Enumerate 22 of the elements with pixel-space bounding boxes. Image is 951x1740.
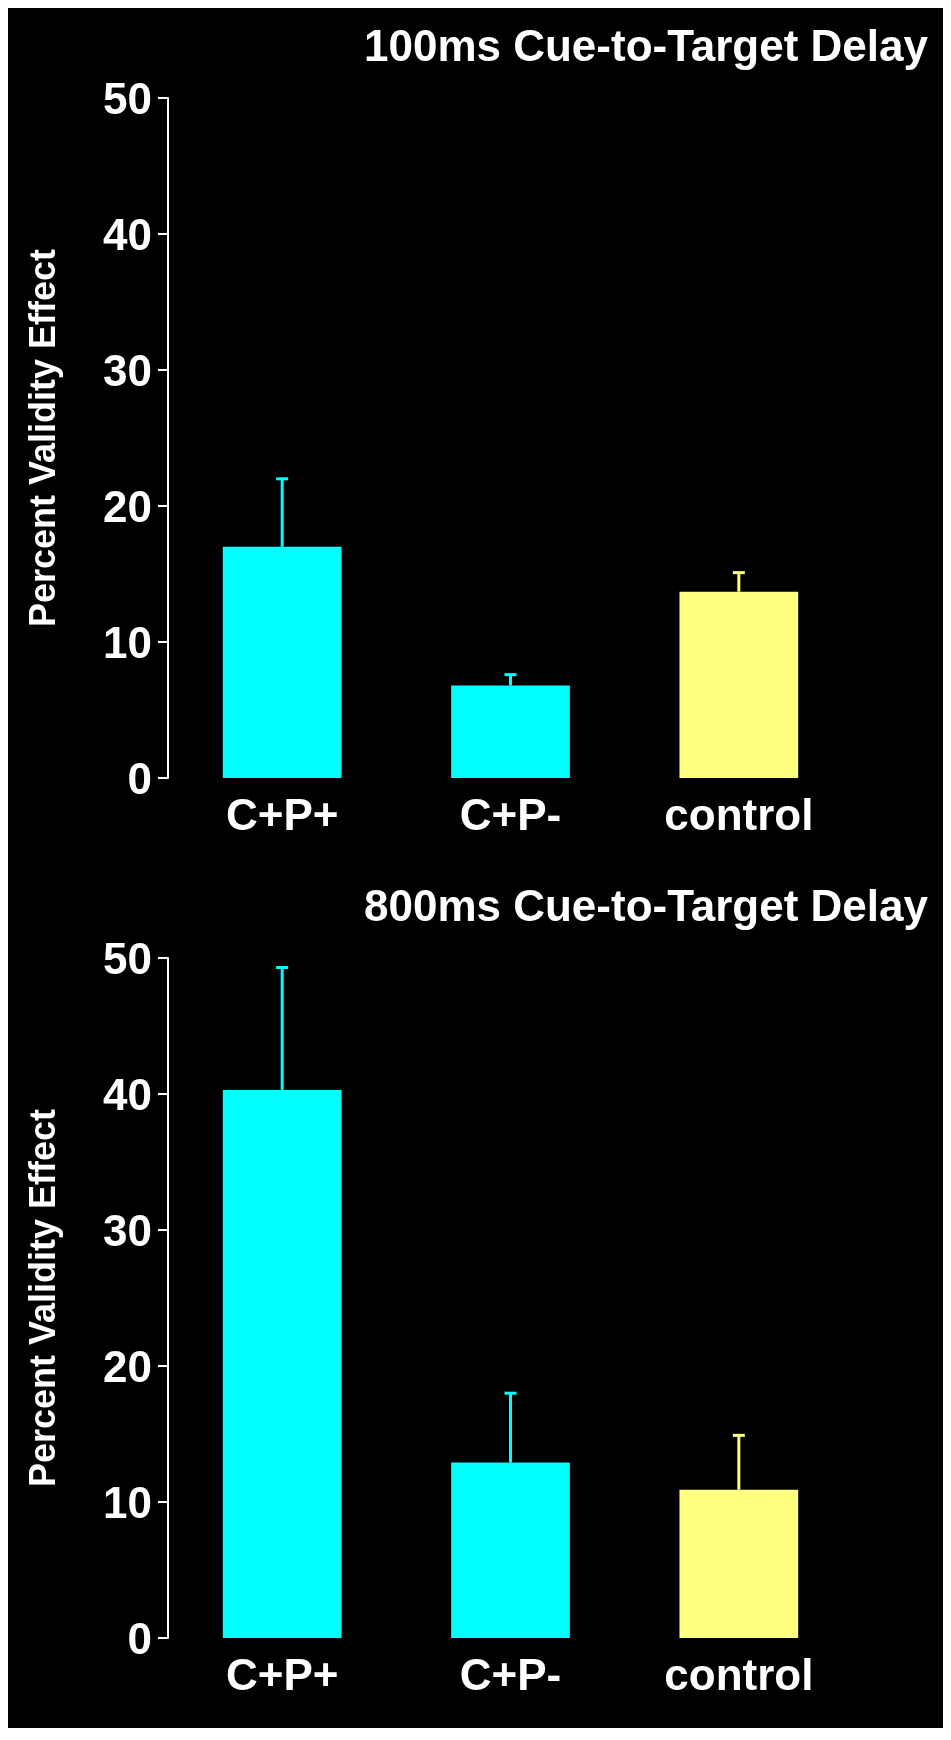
x-tick-label: control: [664, 789, 814, 839]
y-tick-label: 30: [103, 1205, 152, 1255]
y-tick-label: 10: [103, 1477, 152, 1527]
y-tick-label: 0: [127, 753, 152, 803]
y-axis-title: Percent Validity Effect: [21, 1108, 63, 1488]
y-tick-label: 40: [103, 1069, 152, 1119]
y-tick-label: 50: [103, 933, 152, 983]
x-tick-label: C+P+: [225, 1649, 339, 1699]
x-tick-label: C+P-: [459, 1649, 562, 1699]
y-tick-label: 0: [127, 1613, 152, 1663]
y-tick-label: 40: [103, 209, 152, 259]
x-tick-label: C+P+: [225, 789, 339, 839]
y-tick-label: 10: [103, 617, 152, 667]
y-axis-title: Percent Validity Effect: [21, 248, 63, 628]
x-tick-label: control: [664, 1649, 814, 1699]
y-tick-label: 20: [103, 1341, 152, 1391]
chart-title: 100ms Cue-to-Target Delay: [363, 20, 929, 70]
chart-title: 800ms Cue-to-Target Delay: [363, 880, 929, 930]
y-tick-label: 50: [103, 73, 152, 123]
y-tick-label: 20: [103, 481, 152, 531]
x-tick-label: C+P-: [459, 789, 562, 839]
y-tick-label: 30: [103, 345, 152, 395]
